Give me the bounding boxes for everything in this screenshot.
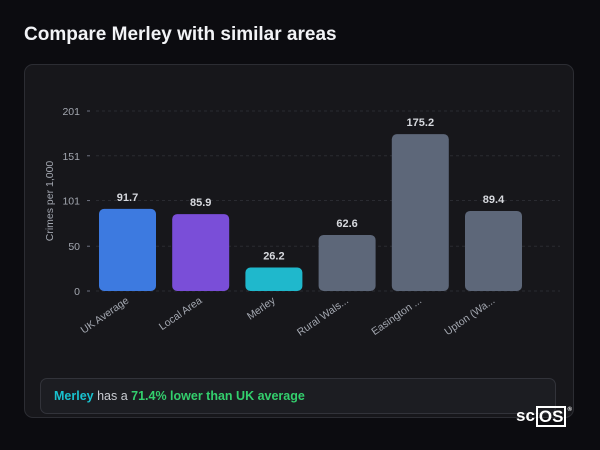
y-tick-label: 101 (62, 196, 80, 208)
y-axis-title: Crimes per 1,000 (44, 161, 56, 242)
summary-stat: 71.4% lower than UK average (131, 389, 305, 403)
category-label: UK Average (79, 295, 132, 337)
bar-value-label: 89.4 (483, 194, 505, 206)
summary-text: has a (93, 389, 132, 403)
bar-value-label: 175.2 (407, 117, 435, 129)
brand-logo: sc OS ® (516, 406, 572, 430)
summary-area-name: Merley (54, 389, 94, 403)
y-tick-label: 0 (74, 286, 80, 298)
category-label: Easington ... (369, 295, 424, 338)
brand-boxed: OS (535, 406, 567, 427)
bar-value-label: 62.6 (336, 218, 357, 230)
bar-0 (99, 208, 156, 291)
bar-1 (172, 214, 230, 291)
brand-prefix: sc (516, 406, 535, 425)
comparison-summary: Merley has a 71.4% lower than UK average (40, 378, 556, 414)
category-label: Rural Wals... (295, 295, 351, 339)
category-label: Merley (245, 294, 278, 322)
bar-3 (318, 234, 376, 291)
bar-value-label: 91.7 (117, 192, 138, 204)
y-tick-label: 201 (62, 106, 80, 118)
brand-registered-mark: ® (567, 407, 572, 413)
page-title: Compare Merley with similar areas (24, 24, 337, 45)
bar-5 (465, 210, 522, 291)
bar-4 (391, 134, 449, 291)
category-label: Local Area (157, 295, 205, 333)
y-tick-label: 50 (68, 241, 80, 253)
category-label: Upton (Wa... (442, 295, 497, 338)
bar-2 (245, 267, 303, 291)
y-tick-label: 151 (62, 151, 80, 163)
bar-value-label: 85.9 (190, 197, 211, 209)
bar-value-label: 26.2 (263, 251, 284, 263)
